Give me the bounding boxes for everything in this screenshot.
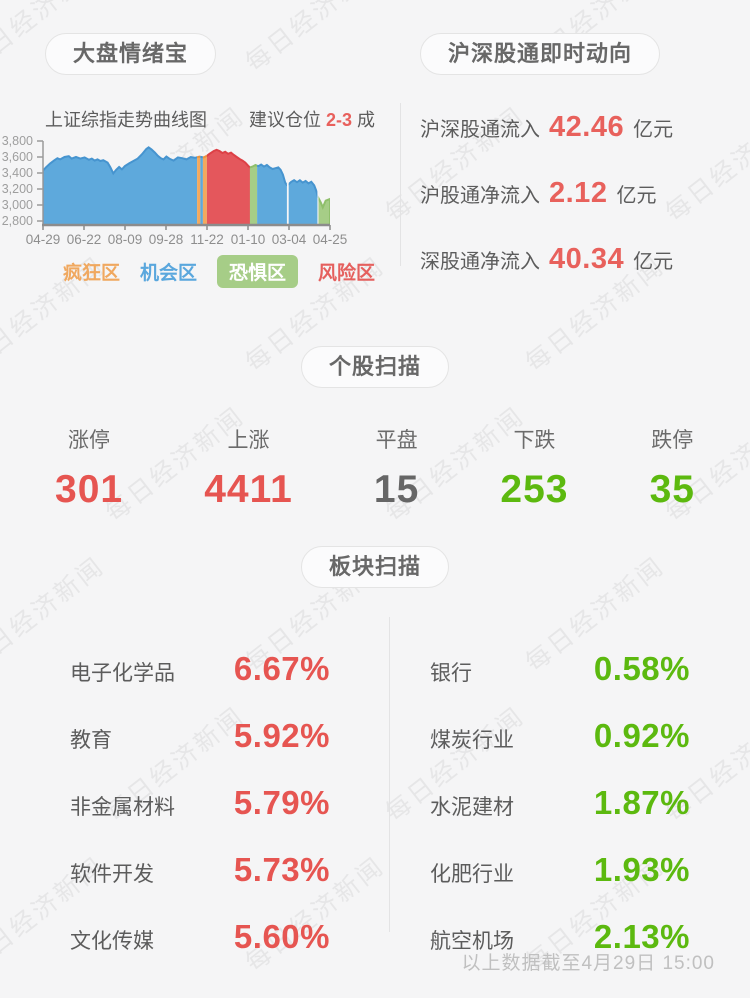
stat-label: 下跌	[513, 429, 556, 452]
stat-下跌: 下跌 253	[500, 424, 568, 512]
sector-row: 文化传媒 5.60%	[70, 904, 330, 971]
sector-row: 教育 5.92%	[70, 703, 330, 770]
sector-value: 5.73%	[233, 851, 330, 888]
flow-row: 沪股通净流入 2.12 亿元	[420, 160, 720, 226]
sector-row: 煤炭行业 0.92%	[430, 703, 690, 770]
top-panel-divider	[400, 103, 401, 266]
flow-value: 42.46	[549, 110, 625, 143]
sector-losers-column: 银行 0.58% 煤炭行业 0.92% 水泥建材 1.87% 化肥行业 1.93% 航空机场 2.…	[375, 636, 750, 971]
svg-text:2,800: 2,800	[2, 214, 33, 228]
flow-row: 深股通净流入 40.34 亿元	[420, 226, 720, 292]
flow-unit: 亿元	[616, 184, 657, 207]
sector-label: 煤炭行业	[430, 729, 514, 752]
sector-label: 软件开发	[70, 863, 154, 886]
svg-text:04-29: 04-29	[26, 232, 61, 247]
stat-value: 4411	[204, 468, 293, 511]
stat-label: 上涨	[227, 429, 270, 452]
sector-value: 1.87%	[593, 784, 690, 821]
stat-label: 跌停	[651, 429, 694, 452]
stock-scan-title: 个股扫描	[300, 346, 450, 388]
stat-value: 15	[373, 468, 420, 511]
legend-item-orange-zone: 疯狂区	[63, 263, 121, 284]
stock-scan-section: 个股扫描 涨停 301 上涨 4411 平盘 15 下跌 253 跌停 35	[0, 346, 750, 512]
sector-row: 银行 0.58%	[430, 636, 690, 703]
flow-value: 2.12	[549, 176, 608, 209]
svg-text:06-22: 06-22	[67, 232, 102, 247]
sector-value: 0.58%	[593, 650, 690, 687]
svg-text:08-09: 08-09	[108, 232, 143, 247]
flow-row: 沪深股通流入 42.46 亿元	[420, 94, 720, 160]
stat-上涨: 上涨 4411	[204, 424, 293, 512]
stat-label: 涨停	[68, 429, 111, 452]
sentiment-panel-title: 大盘情绪宝	[45, 33, 217, 75]
zone-legend: 疯狂区 机会区 恐惧区 风险区	[63, 255, 375, 288]
flow-rows: 沪深股通流入 42.46 亿元 沪股通净流入 2.12 亿元 深股通净流入 40.34 亿元	[420, 94, 720, 292]
stat-value: 301	[55, 468, 124, 511]
svg-text:01-10: 01-10	[231, 232, 266, 247]
sector-label: 文化传媒	[70, 930, 154, 953]
sector-scan-title: 板块扫描	[300, 546, 450, 588]
stat-value: 253	[500, 468, 569, 511]
legend-item-blue-zone: 机会区	[139, 263, 197, 284]
flow-label: 沪深股通流入	[420, 118, 540, 141]
suggested-position-value: 2-3	[325, 110, 352, 130]
sector-value: 5.79%	[233, 784, 330, 821]
chart-title: 上证综指走势曲线图	[45, 110, 207, 130]
stat-value: 35	[649, 468, 695, 511]
stat-跌停: 跌停 35	[650, 424, 695, 512]
svg-text:3,400: 3,400	[2, 166, 33, 180]
svg-text:3,600: 3,600	[2, 150, 33, 164]
flow-label: 沪股通净流入	[420, 184, 540, 207]
stock-scan-stats: 涨停 301 上涨 4411 平盘 15 下跌 253 跌停 35	[0, 382, 750, 512]
sector-label: 教育	[70, 729, 112, 752]
stock-connect-panel: 沪深股通即时动向 沪深股通流入 42.46 亿元 沪股通净流入 2.12 亿元 深股通净流入…	[420, 33, 720, 292]
sector-label: 电子化学品	[70, 662, 175, 685]
flow-label: 深股通净流入	[420, 250, 540, 273]
stat-label: 平盘	[375, 429, 418, 452]
sector-gainers-column: 电子化学品 6.67% 教育 5.92% 非金属材料 5.79% 软件开发 5.73% 文化传媒…	[0, 636, 375, 971]
data-cutoff-note: 以上数据截至4月29日 15:00	[461, 953, 715, 974]
sector-row: 水泥建材 1.87%	[430, 770, 690, 837]
sector-scan-section: 板块扫描 电子化学品 6.67% 教育 5.92% 非金属材料 5.79% 软件开发 5.73…	[0, 546, 750, 971]
sector-label: 化肥行业	[430, 863, 514, 886]
sector-value: 6.67%	[233, 650, 330, 687]
svg-text:3,800: 3,800	[2, 134, 33, 148]
legend-item-red-zone: 风险区	[317, 263, 375, 284]
chart-header: 上证综指走势曲线图 建议仓位 2-3 成	[45, 106, 375, 132]
sector-value: 1.93%	[593, 851, 690, 888]
sector-label: 银行	[430, 662, 472, 685]
flow-unit: 亿元	[633, 250, 674, 273]
svg-text:3,000: 3,000	[2, 198, 33, 212]
suggested-position: 建议仓位 2-3 成	[248, 110, 375, 130]
sector-label: 非金属材料	[70, 796, 175, 819]
stat-平盘: 平盘 15	[374, 424, 419, 512]
sector-label: 航空机场	[430, 930, 514, 953]
sector-row: 化肥行业 1.93%	[430, 837, 690, 904]
svg-text:11-22: 11-22	[190, 232, 224, 247]
flows-panel-title: 沪深股通即时动向	[420, 33, 661, 75]
sector-column-divider	[389, 617, 390, 932]
market-sentiment-panel: 大盘情绪宝 上证综指走势曲线图 建议仓位 2-3 成 3,800 3,600 3,4…	[2, 33, 377, 288]
legend-item-green-zone: 恐惧区	[216, 255, 298, 288]
index-trend-area-chart: 3,800 3,600 3,400 3,200 3,000 2,800 04-29 06-22…	[0, 133, 395, 253]
sector-value: 2.13%	[593, 918, 690, 955]
svg-text:04-25: 04-25	[313, 232, 348, 247]
flow-unit: 亿元	[633, 118, 674, 141]
svg-text:09-28: 09-28	[149, 232, 184, 247]
sector-row: 非金属材料 5.79%	[70, 770, 330, 837]
sector-label: 水泥建材	[430, 796, 514, 819]
sector-value: 5.92%	[233, 717, 330, 754]
sector-value: 5.60%	[233, 918, 330, 955]
sector-value: 0.92%	[593, 717, 690, 754]
sector-row: 电子化学品 6.67%	[70, 636, 330, 703]
svg-text:03-04: 03-04	[272, 232, 307, 247]
sector-row: 航空机场 2.13%	[430, 904, 690, 971]
stat-涨停: 涨停 301	[55, 424, 123, 512]
sector-row: 软件开发 5.73%	[70, 837, 330, 904]
flow-value: 40.34	[549, 242, 625, 275]
sentiment-chart-svg: 3,800 3,600 3,400 3,200 3,000 2,800 04-29 06-22…	[2, 134, 348, 247]
svg-text:3,200: 3,200	[2, 182, 33, 196]
